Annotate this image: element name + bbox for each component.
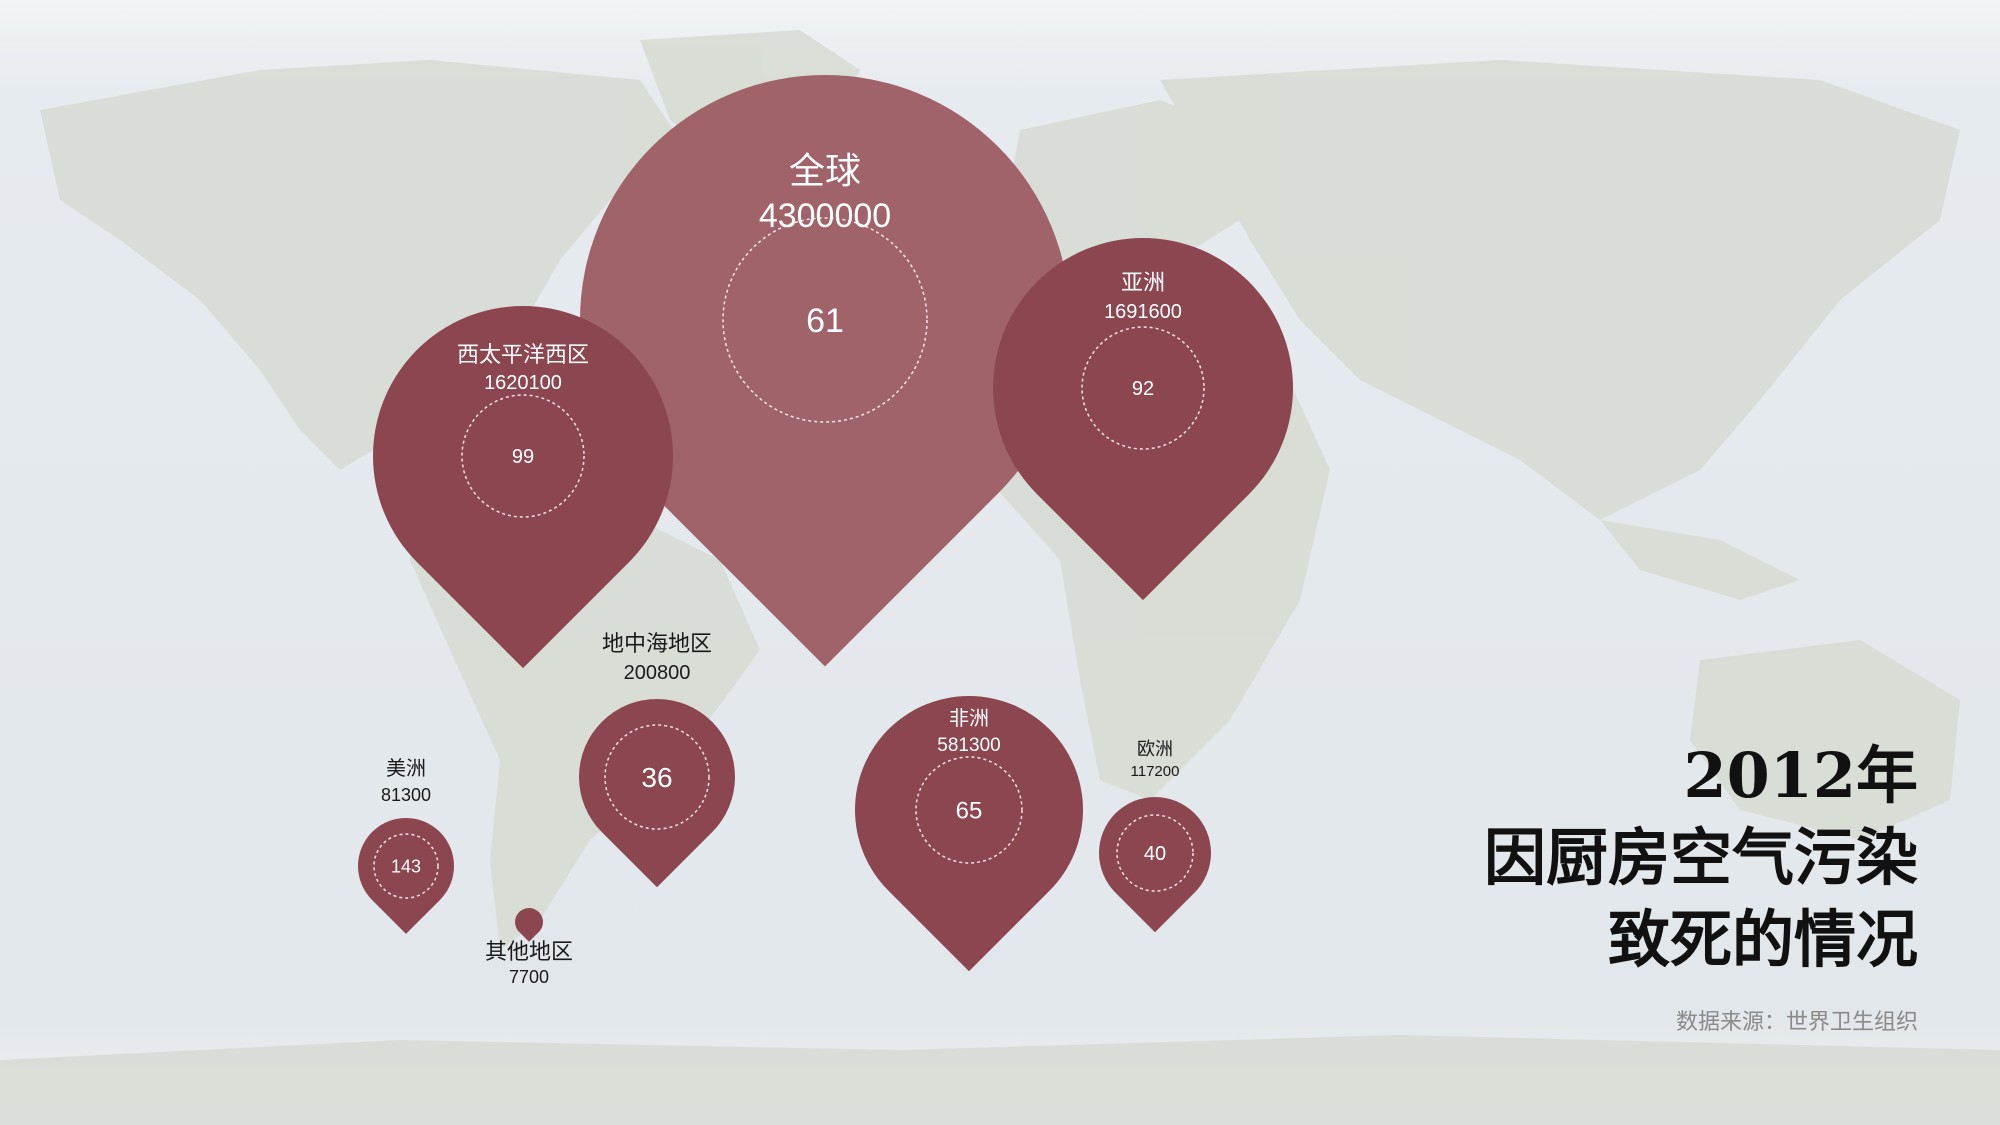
title-line-3: 致死的情况 [1607, 903, 1918, 976]
rate-label: 61 [806, 302, 844, 340]
region-name: 美洲 [386, 756, 426, 780]
pin-marker [1099, 797, 1211, 933]
pin-2: 99 西太平洋西区 1620100 [373, 306, 673, 669]
deaths-value: 117200 [1131, 763, 1180, 780]
deaths-value: 4300000 [759, 197, 891, 235]
region-name: 欧洲 [1137, 739, 1173, 760]
deaths-value: 81300 [381, 785, 431, 805]
deaths-value: 200800 [624, 662, 691, 684]
pin-marker [358, 818, 454, 934]
pin-marker [578, 699, 735, 888]
data-source-note: 数据来源：世界卫生组织 [1675, 1010, 1918, 1035]
rate-ring [1116, 814, 1194, 892]
rate-ring [722, 217, 928, 423]
pin-0: 61 全球 4300000 [579, 74, 1070, 667]
region-name: 西太平洋西区 [457, 343, 589, 368]
deaths-value: 581300 [937, 735, 1000, 756]
pin-5: 40 欧洲 117200 [1099, 739, 1211, 933]
pin-marker [515, 908, 543, 942]
region-name: 全球 [789, 151, 861, 192]
pin-3: 65 非洲 581300 [855, 696, 1083, 972]
pin-marker [579, 74, 1070, 667]
pin-marker [373, 306, 673, 669]
region-name: 亚洲 [1121, 271, 1165, 296]
rate-ring [373, 833, 439, 899]
rate-ring [915, 756, 1023, 864]
region-name: 其他地区 [485, 940, 573, 965]
rate-label: 65 [956, 797, 983, 824]
rate-label: 36 [641, 762, 672, 793]
title-line-2: 因厨房空气污染 [1483, 821, 1918, 894]
rate-ring [461, 394, 585, 518]
rate-label: 92 [1132, 378, 1154, 400]
rate-label: 143 [391, 856, 421, 876]
pin-4: 36 地中海地区 200800 [578, 632, 735, 888]
title-line-1: 2012年 [1683, 739, 1918, 812]
rate-ring [604, 724, 710, 830]
deaths-value: 1691600 [1104, 301, 1182, 323]
pin-layer: 61 全球 4300000 92 亚洲 1691600 99 西太平洋西区 1620100 65 非… [358, 74, 1294, 987]
pin-1: 92 亚洲 1691600 [993, 238, 1294, 601]
rate-label: 99 [512, 446, 534, 468]
rate-ring [1081, 326, 1205, 450]
pin-marker [855, 696, 1083, 972]
pin-6: 143 美洲 81300 [358, 756, 454, 934]
pin-marker [993, 238, 1294, 601]
region-name: 地中海地区 [602, 632, 712, 657]
deaths-value: 1620100 [484, 372, 562, 394]
deaths-value: 7700 [509, 967, 549, 987]
rate-label: 40 [1144, 843, 1166, 865]
region-name: 非洲 [949, 706, 989, 730]
title-block: 2012年 因厨房空气污染 致死的情况 [1484, 735, 1918, 981]
